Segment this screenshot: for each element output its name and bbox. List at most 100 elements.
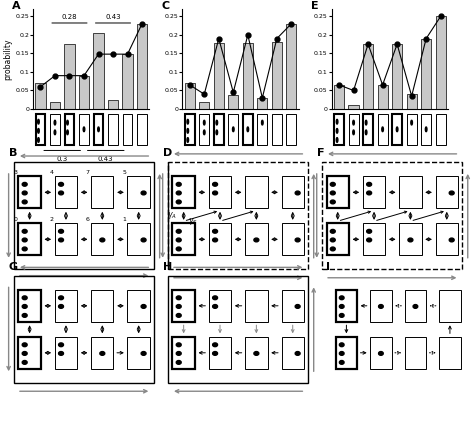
Bar — [334, 85, 344, 109]
Bar — [245, 337, 267, 369]
Y-axis label: probability: probability — [3, 38, 12, 80]
Bar — [79, 76, 89, 109]
Text: 6: 6 — [86, 217, 90, 222]
Circle shape — [213, 238, 218, 242]
Circle shape — [213, 343, 218, 347]
Bar — [128, 223, 150, 255]
Bar — [18, 223, 41, 255]
Circle shape — [396, 127, 398, 132]
Bar — [122, 54, 133, 109]
Bar — [439, 337, 461, 369]
Bar — [228, 114, 238, 145]
Bar — [349, 114, 358, 145]
Circle shape — [425, 127, 427, 132]
Text: D: D — [163, 148, 172, 158]
Circle shape — [367, 191, 372, 195]
Circle shape — [353, 120, 355, 125]
Bar — [209, 223, 231, 255]
Circle shape — [100, 238, 105, 242]
Bar — [173, 290, 195, 322]
Bar — [36, 83, 46, 109]
Circle shape — [408, 238, 413, 242]
Circle shape — [141, 191, 146, 195]
Circle shape — [59, 304, 64, 308]
Bar — [64, 114, 74, 145]
Bar — [55, 223, 77, 255]
Text: 0: 0 — [13, 217, 17, 222]
Bar — [91, 337, 113, 369]
Circle shape — [233, 127, 234, 132]
Bar — [370, 337, 392, 369]
Circle shape — [59, 352, 64, 355]
Bar — [282, 290, 304, 322]
Circle shape — [67, 120, 68, 125]
Bar — [123, 114, 132, 145]
Circle shape — [22, 191, 27, 195]
Circle shape — [100, 352, 105, 355]
Circle shape — [339, 296, 344, 299]
Bar — [79, 114, 89, 145]
Circle shape — [54, 130, 56, 135]
Circle shape — [176, 314, 181, 317]
Circle shape — [176, 296, 181, 299]
Bar — [334, 114, 344, 145]
Circle shape — [203, 120, 205, 125]
Bar — [18, 290, 41, 322]
Circle shape — [336, 138, 338, 142]
Circle shape — [339, 314, 344, 317]
Circle shape — [176, 238, 181, 242]
Bar — [199, 101, 210, 109]
Text: $\gamma_A$: $\gamma_A$ — [167, 210, 176, 221]
Circle shape — [367, 238, 372, 242]
Circle shape — [216, 120, 218, 125]
Circle shape — [339, 360, 344, 364]
Bar — [185, 114, 195, 145]
Circle shape — [59, 182, 64, 186]
Circle shape — [176, 352, 181, 355]
Circle shape — [213, 304, 218, 308]
Text: 4: 4 — [49, 170, 54, 175]
Bar — [137, 114, 147, 145]
Circle shape — [37, 119, 39, 124]
Circle shape — [176, 247, 181, 251]
Circle shape — [213, 182, 218, 186]
Circle shape — [59, 191, 64, 195]
Circle shape — [379, 304, 383, 308]
Circle shape — [59, 230, 64, 233]
Bar — [91, 223, 113, 255]
Bar — [407, 114, 417, 145]
Text: I: I — [327, 262, 330, 271]
Text: 1: 1 — [122, 217, 126, 222]
Circle shape — [22, 304, 27, 308]
Circle shape — [187, 129, 189, 133]
Circle shape — [213, 296, 218, 299]
Text: E: E — [311, 1, 319, 11]
Bar — [405, 290, 426, 322]
Text: 0.43: 0.43 — [105, 14, 121, 20]
Circle shape — [339, 343, 344, 347]
Circle shape — [336, 119, 338, 124]
Bar — [245, 223, 267, 255]
Circle shape — [22, 200, 27, 204]
Circle shape — [339, 352, 344, 355]
Bar — [436, 114, 446, 145]
Circle shape — [187, 119, 189, 124]
Circle shape — [382, 127, 383, 132]
Bar — [128, 337, 150, 369]
Bar — [91, 176, 113, 208]
Circle shape — [22, 230, 27, 233]
Circle shape — [330, 182, 335, 186]
Bar — [128, 290, 150, 322]
Bar — [93, 33, 104, 109]
Bar — [421, 114, 431, 145]
Circle shape — [213, 352, 218, 355]
Bar — [128, 176, 150, 208]
Bar — [18, 176, 41, 208]
Bar — [173, 176, 195, 208]
Circle shape — [254, 352, 259, 355]
Bar — [185, 83, 195, 109]
Circle shape — [141, 304, 146, 308]
Bar — [243, 43, 253, 109]
Circle shape — [22, 360, 27, 364]
Circle shape — [37, 138, 39, 142]
